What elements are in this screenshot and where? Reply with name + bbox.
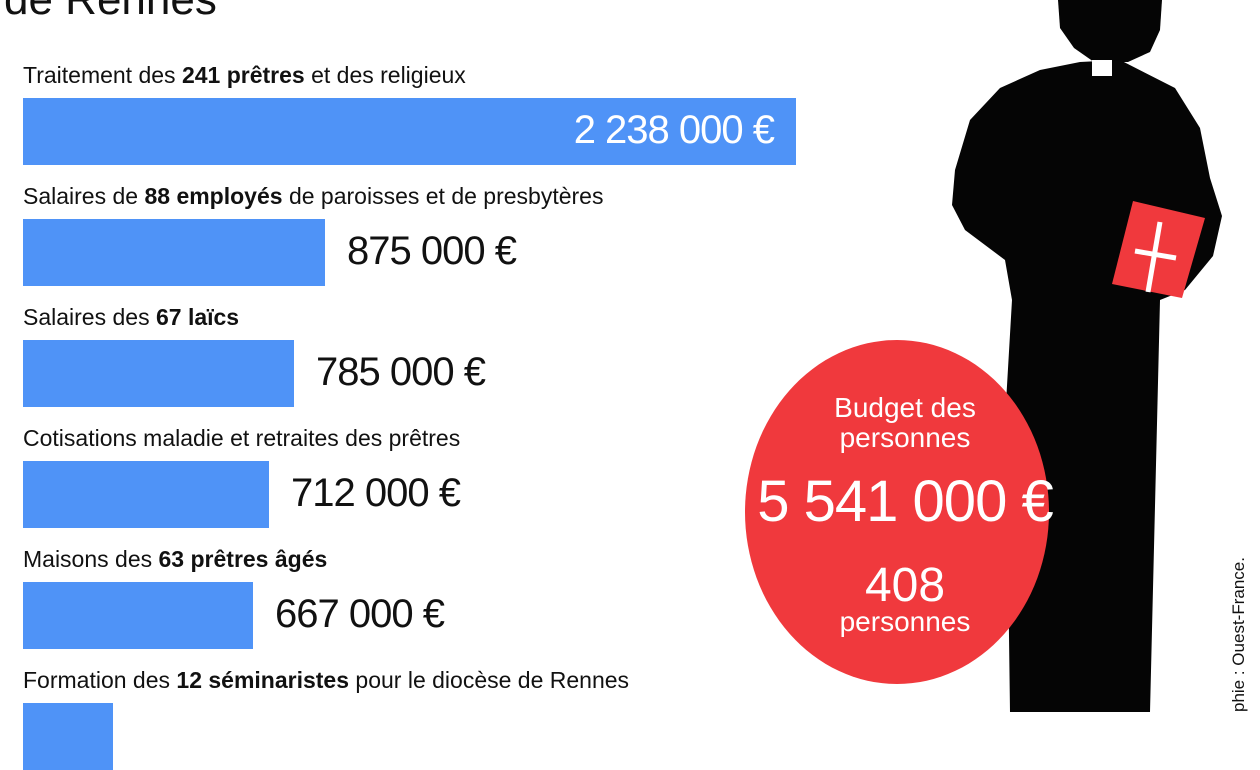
- category-label: Salaires des 67 laïcs: [23, 304, 240, 330]
- bar: [23, 461, 269, 528]
- collar: [1092, 60, 1112, 76]
- category-label: Maisons des 63 prêtres âgés: [23, 546, 328, 572]
- bar: [23, 703, 113, 770]
- bar-value-label: 875 000 €: [347, 229, 517, 273]
- bar-value-label: 712 000 €: [291, 471, 461, 515]
- bar-value-label: 785 000 €: [316, 350, 486, 394]
- bible-book-icon: [1112, 201, 1205, 298]
- bar: [23, 98, 796, 165]
- bar-value-label: 667 000 €: [275, 592, 445, 636]
- budget-total: 5 541 000 €: [757, 469, 1053, 534]
- priest-silhouette-icon: [952, 0, 1222, 712]
- category-label: Cotisations maladie et retraites des prê…: [23, 425, 461, 451]
- people-count: 408: [864, 559, 946, 612]
- bar: [23, 219, 325, 286]
- bar: [23, 340, 294, 407]
- people-count-label: personnes: [839, 606, 971, 637]
- chart-title: de Rennes: [4, 0, 217, 22]
- bar: [23, 582, 253, 649]
- photo-credit: phie : Ouest-France.: [1229, 557, 1248, 712]
- category-label: Salaires de 88 employés de paroisses et …: [23, 183, 604, 209]
- budget-circle: [745, 340, 1049, 684]
- category-label: Formation des 12 séminaristes pour le di…: [23, 667, 630, 693]
- budget-label-line2: personnes: [839, 422, 971, 453]
- bar-value-label: 2 238 000 €: [573, 108, 775, 152]
- category-label: Traitement des 241 prêtres et des religi…: [23, 62, 466, 88]
- budget-label-line1: Budget des: [834, 392, 976, 423]
